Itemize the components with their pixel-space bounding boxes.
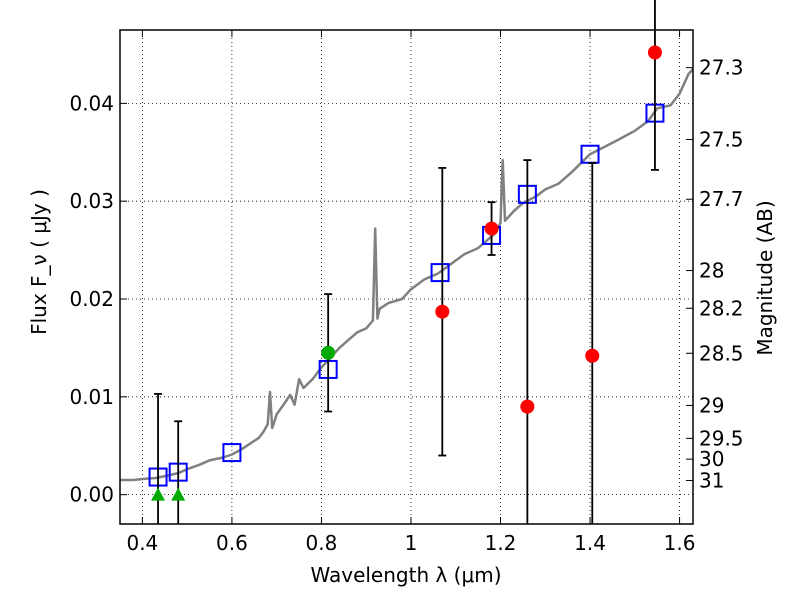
y-tick-label: 0.03 bbox=[69, 189, 114, 213]
y-axis-label: Flux F_ν ( μJy ) bbox=[27, 189, 51, 335]
mag-tick-label: 30 bbox=[699, 447, 724, 471]
mag-tick-label: 31 bbox=[699, 469, 724, 493]
y-tick-label: 0.00 bbox=[69, 483, 114, 507]
red-flux-marker bbox=[520, 399, 535, 414]
x-tick-label: 1 bbox=[405, 531, 418, 555]
model-square-marker bbox=[430, 263, 450, 283]
y2-axis-label: Magnitude (AB) bbox=[753, 200, 777, 355]
mag-tick-label: 29 bbox=[699, 393, 724, 417]
x-tick-label: 0.6 bbox=[216, 531, 248, 555]
y-tick-label: 0.01 bbox=[69, 385, 114, 409]
mag-tick-label: 27.3 bbox=[699, 56, 744, 80]
red-flux-marker bbox=[647, 45, 662, 60]
x-tick-label: 1.6 bbox=[664, 531, 696, 555]
y-tick-label: 0.02 bbox=[69, 287, 114, 311]
grid-lines bbox=[120, 30, 693, 524]
red-flux-marker bbox=[435, 304, 450, 319]
upper-limit-triangle-marker bbox=[151, 487, 166, 501]
plot-area bbox=[120, 0, 694, 524]
sed-template-line bbox=[120, 68, 694, 482]
x-axis-label: Wavelength λ (μm) bbox=[310, 563, 501, 587]
x-tick-label: 1.4 bbox=[574, 531, 606, 555]
x-tick-label: 0.4 bbox=[126, 531, 158, 555]
red-flux-marker bbox=[484, 221, 499, 236]
mag-tick-label: 27.7 bbox=[699, 187, 744, 211]
x-tick-label: 0.8 bbox=[306, 531, 338, 555]
mag-tick-label: 27.5 bbox=[699, 127, 744, 151]
mag-tick-label: 28.2 bbox=[699, 296, 744, 320]
mag-tick-label: 28 bbox=[699, 259, 724, 283]
green-detection-marker bbox=[321, 345, 336, 360]
model-square-marker bbox=[222, 443, 242, 463]
axis-ticks: 0.4 0.6 0.8 1 1.2 1.4 1.6 0.00 0.01 0.02 0.03 0.04 2… bbox=[69, 30, 744, 555]
y-tick-label: 0.04 bbox=[69, 91, 114, 115]
upper-limit-triangle-marker bbox=[171, 487, 186, 501]
x-tick-label: 1.2 bbox=[485, 531, 517, 555]
red-flux-marker bbox=[585, 348, 600, 363]
plot-frame bbox=[119, 29, 694, 525]
mag-tick-label: 29.5 bbox=[699, 426, 744, 450]
mag-tick-label: 28.5 bbox=[699, 341, 744, 365]
